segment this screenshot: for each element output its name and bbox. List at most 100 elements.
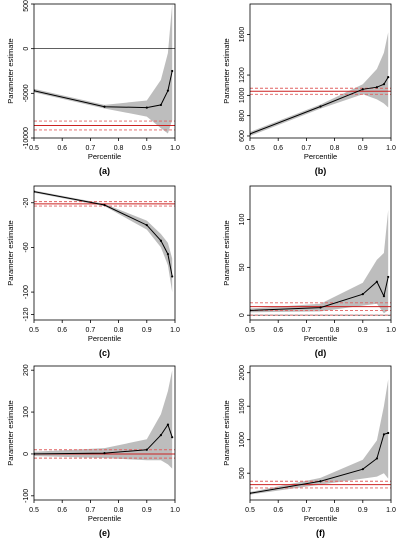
y-tick-label: 200	[23, 364, 30, 376]
estimate-point	[375, 86, 378, 89]
x-tick-label: 0.9	[142, 507, 152, 514]
y-tick-label: 1000	[239, 432, 246, 448]
y-tick-label: 1000	[239, 87, 246, 103]
y-tick-label: 1200	[239, 67, 246, 83]
confidence-band	[250, 379, 389, 495]
panel-b: 0.5 0.6 0.7 0.8 0.9 1.0 Percentile 600 800 1000 12…	[222, 3, 396, 176]
x-axis-label: Percentile	[88, 334, 121, 343]
panel-d: 0.5 0.6 0.7 0.8 0.9 1.0 Percentile 0 50 100 Parame…	[222, 185, 396, 358]
x-tick-label: 0.5	[245, 327, 255, 334]
confidence-band	[34, 370, 173, 469]
plot-frame	[249, 365, 392, 501]
estimate-line	[34, 70, 173, 109]
x-tick-label: 1.0	[170, 145, 180, 152]
plot-area	[250, 379, 391, 495]
y-tick-label: 500	[239, 467, 246, 479]
estimate-point	[171, 275, 174, 278]
x-tick-label: 0.5	[245, 145, 255, 152]
y-axis-label: Parameter estimate	[222, 220, 231, 285]
x-tick-label: 0.9	[358, 327, 368, 334]
estimate-point	[319, 105, 322, 108]
x-tick-label: 0.8	[114, 507, 124, 514]
y-tick-label: -120	[23, 307, 30, 321]
estimate-point	[159, 103, 162, 107]
estimate-point	[159, 433, 162, 437]
x-tick-label: 0.6	[57, 327, 67, 334]
estimate-point	[171, 69, 174, 73]
x-tick-label: 0.6	[273, 145, 283, 152]
y-tick-label: 50	[239, 263, 246, 271]
panel-e: 0.5 0.6 0.7 0.8 0.9 1.0 Percentile -100 0 100 200 P…	[6, 364, 180, 538]
estimate-point	[159, 239, 162, 242]
estimate-point	[387, 75, 390, 79]
estimate-point	[103, 105, 106, 108]
estimate-point	[375, 457, 378, 460]
y-axis-label: Parameter estimate	[6, 38, 15, 103]
panel-label: (b)	[315, 166, 327, 176]
x-tick-label: 0.5	[245, 507, 255, 514]
estimate-point	[145, 448, 148, 451]
x-axis-label: Percentile	[304, 334, 337, 343]
x-tick-label: 0.7	[86, 327, 96, 334]
estimate-point	[382, 83, 386, 86]
estimate-point	[171, 436, 174, 439]
y-tick-label: 2000	[239, 365, 246, 381]
x-tick-label: 0.8	[114, 327, 124, 334]
estimate-point	[166, 253, 170, 256]
estimate-point	[361, 293, 364, 296]
estimate-point	[319, 306, 322, 309]
plot-area	[34, 190, 175, 293]
plot-frame	[33, 365, 176, 501]
estimate-point	[319, 480, 322, 483]
estimate-point	[361, 468, 364, 471]
panel-label: (a)	[99, 166, 110, 176]
x-tick-label: 0.9	[142, 145, 152, 152]
x-tick-label: 0.5	[29, 145, 39, 152]
x-tick-label: 0.6	[273, 327, 283, 334]
y-tick-label: 5000	[23, 0, 30, 12]
x-axis-label: Percentile	[88, 152, 121, 161]
x-tick-label: 0.8	[330, 145, 340, 152]
x-tick-label: 0.8	[330, 507, 340, 514]
plot-area	[34, 370, 175, 469]
estimate-point	[387, 275, 390, 279]
panel-label: (d)	[315, 348, 327, 358]
y-tick-label: 100	[23, 406, 30, 418]
x-tick-label: 0.6	[57, 145, 67, 152]
estimate-point	[145, 106, 148, 109]
y-axis-label: Parameter estimate	[6, 400, 15, 465]
x-tick-label: 0.9	[358, 145, 368, 152]
panel-a: 0.5 0.6 0.7 0.8 0.9 1.0 Percentile -10000 -5000 0…	[6, 0, 180, 176]
y-tick-label: -100	[23, 285, 30, 299]
x-tick-label: 1.0	[170, 327, 180, 334]
x-tick-label: 0.6	[273, 507, 283, 514]
x-axis-label: Percentile	[304, 152, 337, 161]
y-tick-label: 1500	[239, 398, 246, 414]
x-tick-label: 0.7	[86, 145, 96, 152]
y-tick-label: 0	[239, 313, 246, 317]
estimate-point	[166, 89, 170, 92]
x-tick-label: 0.8	[114, 145, 124, 152]
y-axis-label: Parameter estimate	[222, 38, 231, 103]
x-tick-label: 0.6	[57, 507, 67, 514]
panel-label: (e)	[99, 528, 110, 538]
estimate-point	[382, 294, 386, 298]
estimate-point	[166, 423, 170, 426]
plot-area	[34, 4, 175, 134]
y-tick-label: -100	[23, 489, 30, 503]
x-tick-label: 0.7	[302, 145, 312, 152]
x-tick-label: 0.7	[302, 327, 312, 334]
y-tick-label: -60	[23, 242, 30, 252]
plot-frame	[249, 185, 392, 321]
estimate-line	[34, 423, 173, 455]
y-tick-label: 0	[23, 452, 30, 456]
plot-frame	[249, 3, 392, 139]
estimate-line	[250, 76, 389, 135]
x-tick-label: 1.0	[386, 145, 396, 152]
confidence-band	[34, 4, 173, 134]
panel-label: (c)	[99, 348, 110, 358]
estimate-point	[387, 431, 390, 435]
x-tick-label: 0.5	[29, 507, 39, 514]
x-tick-label: 0.7	[302, 507, 312, 514]
